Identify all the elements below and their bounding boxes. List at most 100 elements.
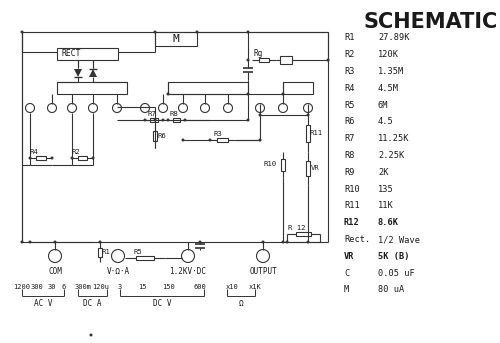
Circle shape (154, 31, 156, 34)
Circle shape (256, 249, 270, 262)
Bar (36, 156, 46, 160)
Text: 11.25K: 11.25K (378, 134, 410, 143)
Circle shape (20, 31, 24, 34)
Circle shape (158, 104, 168, 113)
Text: R9: R9 (344, 168, 354, 177)
Bar (57, 82, 127, 94)
Circle shape (196, 31, 198, 34)
Circle shape (304, 104, 312, 113)
Circle shape (258, 139, 262, 142)
Bar (78, 156, 87, 160)
Circle shape (178, 104, 188, 113)
Text: R5: R5 (344, 101, 354, 110)
Circle shape (262, 240, 264, 244)
Text: 120u: 120u (92, 284, 110, 290)
Circle shape (92, 156, 94, 159)
Bar (57, 48, 118, 60)
Circle shape (198, 240, 202, 244)
Text: R7: R7 (344, 134, 354, 143)
Circle shape (144, 118, 146, 121)
Circle shape (246, 118, 250, 121)
Text: 1.35M: 1.35M (378, 67, 404, 76)
Text: 30: 30 (48, 284, 56, 290)
Text: VR: VR (344, 252, 354, 261)
Circle shape (26, 104, 35, 113)
Bar (296, 232, 311, 236)
Circle shape (306, 240, 310, 244)
Text: R11: R11 (310, 130, 323, 136)
Text: Rg: Rg (254, 49, 263, 59)
Text: R10: R10 (344, 185, 360, 194)
Circle shape (258, 114, 262, 117)
Circle shape (246, 93, 250, 95)
Bar (98, 248, 102, 257)
Bar (283, 82, 313, 94)
Text: R6: R6 (344, 118, 354, 127)
Text: Ω: Ω (238, 299, 244, 308)
Circle shape (208, 139, 212, 142)
Text: RECT: RECT (61, 49, 80, 59)
Circle shape (88, 104, 98, 113)
Text: SCHEMATIC: SCHEMATIC (364, 12, 498, 32)
Text: 8.6K: 8.6K (378, 218, 399, 227)
Text: 3: 3 (118, 284, 122, 290)
Bar (217, 138, 228, 142)
Circle shape (48, 249, 62, 262)
Text: R1: R1 (344, 34, 354, 43)
Circle shape (98, 240, 102, 244)
Text: 135: 135 (378, 185, 394, 194)
Circle shape (182, 139, 184, 142)
Circle shape (50, 156, 53, 159)
Bar (172, 118, 180, 122)
Text: 300: 300 (30, 284, 44, 290)
Text: COM: COM (48, 267, 62, 275)
Text: OUTPUT: OUTPUT (249, 267, 277, 275)
Text: R2: R2 (344, 50, 354, 59)
Text: 1200: 1200 (14, 284, 30, 290)
Text: x1K: x1K (248, 284, 262, 290)
Bar (306, 161, 310, 176)
Text: 4.5: 4.5 (378, 118, 394, 127)
Text: 2K: 2K (378, 168, 388, 177)
Bar (150, 118, 158, 122)
Text: 1.2KV·DC: 1.2KV·DC (170, 267, 206, 275)
Bar (281, 159, 285, 171)
Text: 6M: 6M (378, 101, 388, 110)
Text: DC V: DC V (153, 299, 171, 308)
Text: R7: R7 (147, 111, 156, 117)
Circle shape (246, 59, 250, 61)
Text: VR: VR (311, 165, 320, 171)
Text: 5K (B): 5K (B) (378, 252, 410, 261)
Circle shape (28, 240, 32, 244)
Bar (168, 82, 248, 94)
Polygon shape (74, 69, 82, 77)
Text: R4: R4 (344, 84, 354, 93)
Circle shape (162, 118, 164, 121)
Text: 80 uA: 80 uA (378, 285, 404, 295)
Bar (155, 32, 197, 46)
Circle shape (326, 59, 330, 61)
Polygon shape (89, 69, 97, 77)
Text: 4.5M: 4.5M (378, 84, 399, 93)
Circle shape (306, 114, 310, 117)
Circle shape (54, 240, 56, 244)
Bar (153, 131, 157, 141)
Text: 2.25K: 2.25K (378, 151, 404, 160)
Text: R10: R10 (264, 161, 277, 167)
Text: R3: R3 (344, 67, 354, 76)
Circle shape (20, 240, 24, 244)
Text: R8: R8 (344, 151, 354, 160)
Circle shape (68, 104, 76, 113)
Text: Rect.: Rect. (344, 235, 370, 244)
Bar (306, 125, 310, 142)
Text: x10: x10 (226, 284, 238, 290)
Text: AC V: AC V (34, 299, 52, 308)
Text: 27.89K: 27.89K (378, 34, 410, 43)
Text: 300m: 300m (74, 284, 92, 290)
Text: R1: R1 (102, 249, 111, 255)
Bar (258, 58, 270, 62)
Text: 120K: 120K (378, 50, 399, 59)
Text: R6: R6 (157, 133, 166, 139)
Circle shape (70, 156, 74, 159)
Circle shape (282, 93, 284, 95)
